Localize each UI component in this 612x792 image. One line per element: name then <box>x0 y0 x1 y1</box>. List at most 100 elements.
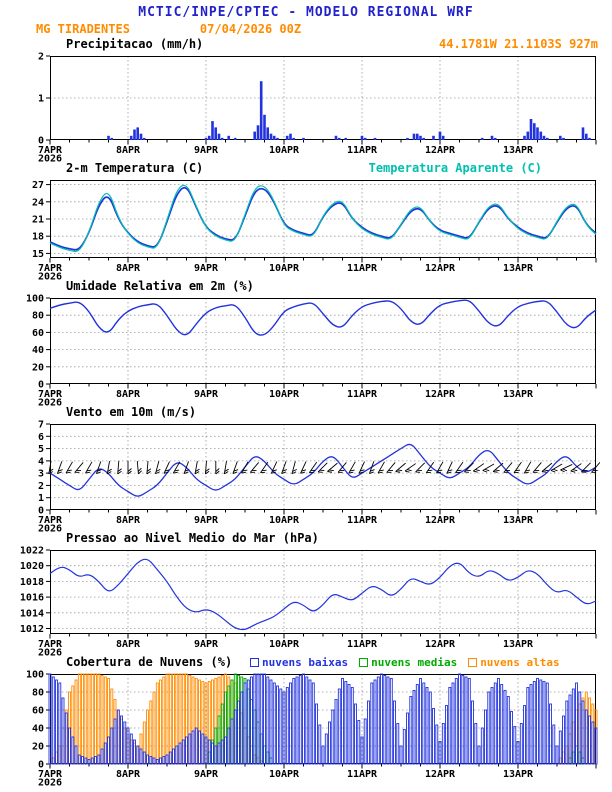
cloud-bar-baixas <box>493 682 497 765</box>
wind-barb-tick <box>513 471 519 474</box>
wind-barb-shaft <box>358 461 365 474</box>
plot-border <box>50 56 596 140</box>
cloud-bar-baixas <box>214 745 218 765</box>
x-tick-label: 9APR <box>194 389 219 400</box>
wind-barb-shaft <box>348 461 356 474</box>
x-tick-label: 9APR <box>194 515 219 526</box>
cloud-bar-baixas <box>419 678 422 765</box>
wind-barb-tick <box>359 469 365 472</box>
station-location: 44.1781W 21.1103S 927m <box>439 37 598 51</box>
run-datetime: 07/04/2026 00Z <box>199 22 302 36</box>
wind-barb-shaft <box>425 461 435 473</box>
precip-bar <box>533 123 536 140</box>
wind-barb-tick <box>464 471 469 473</box>
cloud-bar-baixas <box>575 682 578 765</box>
wind-barb <box>591 462 601 473</box>
wind-barb-shaft <box>281 461 287 474</box>
wind-barb-shaft <box>74 462 84 473</box>
wind-barb-tick <box>301 469 307 472</box>
cloud-bar-baixas <box>168 751 172 765</box>
cloud-bar-baixas <box>159 757 162 765</box>
wind-barb <box>541 462 553 473</box>
cloud-bar-baixas <box>454 678 458 765</box>
cloud-bar-baixas <box>142 751 146 765</box>
y-tick-label: 1020 <box>20 561 44 572</box>
cloud-bar-altas <box>94 673 97 765</box>
wind-title-row: Vento em 10m (m/s) <box>0 406 612 420</box>
cloud-bar-baixas <box>409 696 413 765</box>
wind-barb-tick <box>58 469 63 472</box>
cloud-bar-baixas <box>490 687 494 765</box>
cloud-bar-baixas <box>565 700 569 765</box>
wind-barb <box>241 461 249 474</box>
wind-barb-shaft <box>446 461 453 474</box>
wind-barb-tick <box>272 469 277 472</box>
cloud-bar-baixas <box>435 724 439 765</box>
wind-barb-shaft <box>172 461 181 474</box>
wind-barb-tick <box>370 469 375 472</box>
wind-barb-shaft <box>541 462 553 472</box>
cloud-bar-baixas <box>328 721 331 765</box>
wind-barb-tick <box>282 469 287 472</box>
cloud-bar-baixas <box>266 676 270 765</box>
wind-barb-tick <box>74 471 80 473</box>
precip-bar <box>302 137 305 140</box>
wind-barb-tick <box>127 470 132 475</box>
cloud-bar-baixas <box>526 687 530 765</box>
y-tick-label: 6 <box>38 432 44 443</box>
wind-barb-tick <box>358 471 364 474</box>
precip-bar <box>438 131 442 140</box>
wind-barb-shaft <box>56 461 63 474</box>
wind-barb-tick <box>436 471 442 474</box>
cloud-bar-baixas <box>422 682 426 765</box>
wind-barb-tick <box>417 469 422 471</box>
precip-bar <box>546 137 549 140</box>
model-title: MCTIC/INPE/CPTEC - MODELO REGIONAL WRF <box>138 5 474 20</box>
x-tick-label: 13APR <box>503 389 534 400</box>
cloud-bar-baixas <box>71 736 75 765</box>
wind-barb-shaft <box>163 461 170 474</box>
cloud-bar-baixas <box>259 673 263 765</box>
precipitation-title-row: Precipitacao (mm/h) 44.1781W 21.1103S 92… <box>0 38 612 52</box>
wind-barb-tick <box>318 471 323 473</box>
x-tick-label: 12APR <box>425 263 456 274</box>
cloud-bar-baixas <box>555 745 559 765</box>
precip-bar <box>139 133 143 140</box>
cloud-bar-baixas <box>77 754 81 765</box>
legend-item-nuvens-altas: nuvens altas <box>468 656 560 669</box>
y-tick-label: 1016 <box>20 593 44 604</box>
precip-bar <box>285 135 289 140</box>
chart-title-clouds: Cobertura de Nuvens (%) <box>66 655 233 669</box>
cloud-bar-baixas <box>529 684 533 765</box>
cloud-bar-baixas <box>220 739 224 765</box>
wind-barb-tick <box>107 471 112 475</box>
cloud-bar-baixas <box>591 721 595 765</box>
wind-barb-tick <box>407 469 412 472</box>
x-tick-label: 10APR <box>269 639 300 650</box>
wind-barb-tick <box>138 470 142 475</box>
wind-barb <box>74 462 84 473</box>
cloud-bar-baixas <box>243 682 247 765</box>
wind-barb-tick <box>319 469 325 471</box>
wind-barb <box>482 463 495 473</box>
y-tick-label: 1014 <box>20 608 44 619</box>
wind-barb-shaft <box>270 461 278 474</box>
cloud-bar-baixas <box>74 745 78 765</box>
wind-barb <box>223 461 229 475</box>
x-tick-label: 12APR <box>425 639 456 650</box>
precip-bar <box>422 137 425 140</box>
wind-barb-tick <box>395 471 401 473</box>
cloud-bar-baixas <box>581 700 585 765</box>
wind-barb-tick <box>300 471 306 474</box>
cloud-bar-baixas <box>84 757 88 765</box>
cloud-bar-baixas <box>191 730 195 765</box>
x-tick-label: 13APR <box>503 769 534 780</box>
precip-bar <box>266 127 269 140</box>
cloud-bar-baixas <box>399 745 403 765</box>
precip-bar <box>542 135 546 140</box>
y-tick-label: 27 <box>32 180 44 191</box>
cloud-bar-baixas <box>545 682 549 765</box>
cloud-bar-baixas <box>276 685 279 765</box>
nuvens-altas-swatch-icon <box>468 658 478 667</box>
wind-barb-tick <box>155 471 160 475</box>
